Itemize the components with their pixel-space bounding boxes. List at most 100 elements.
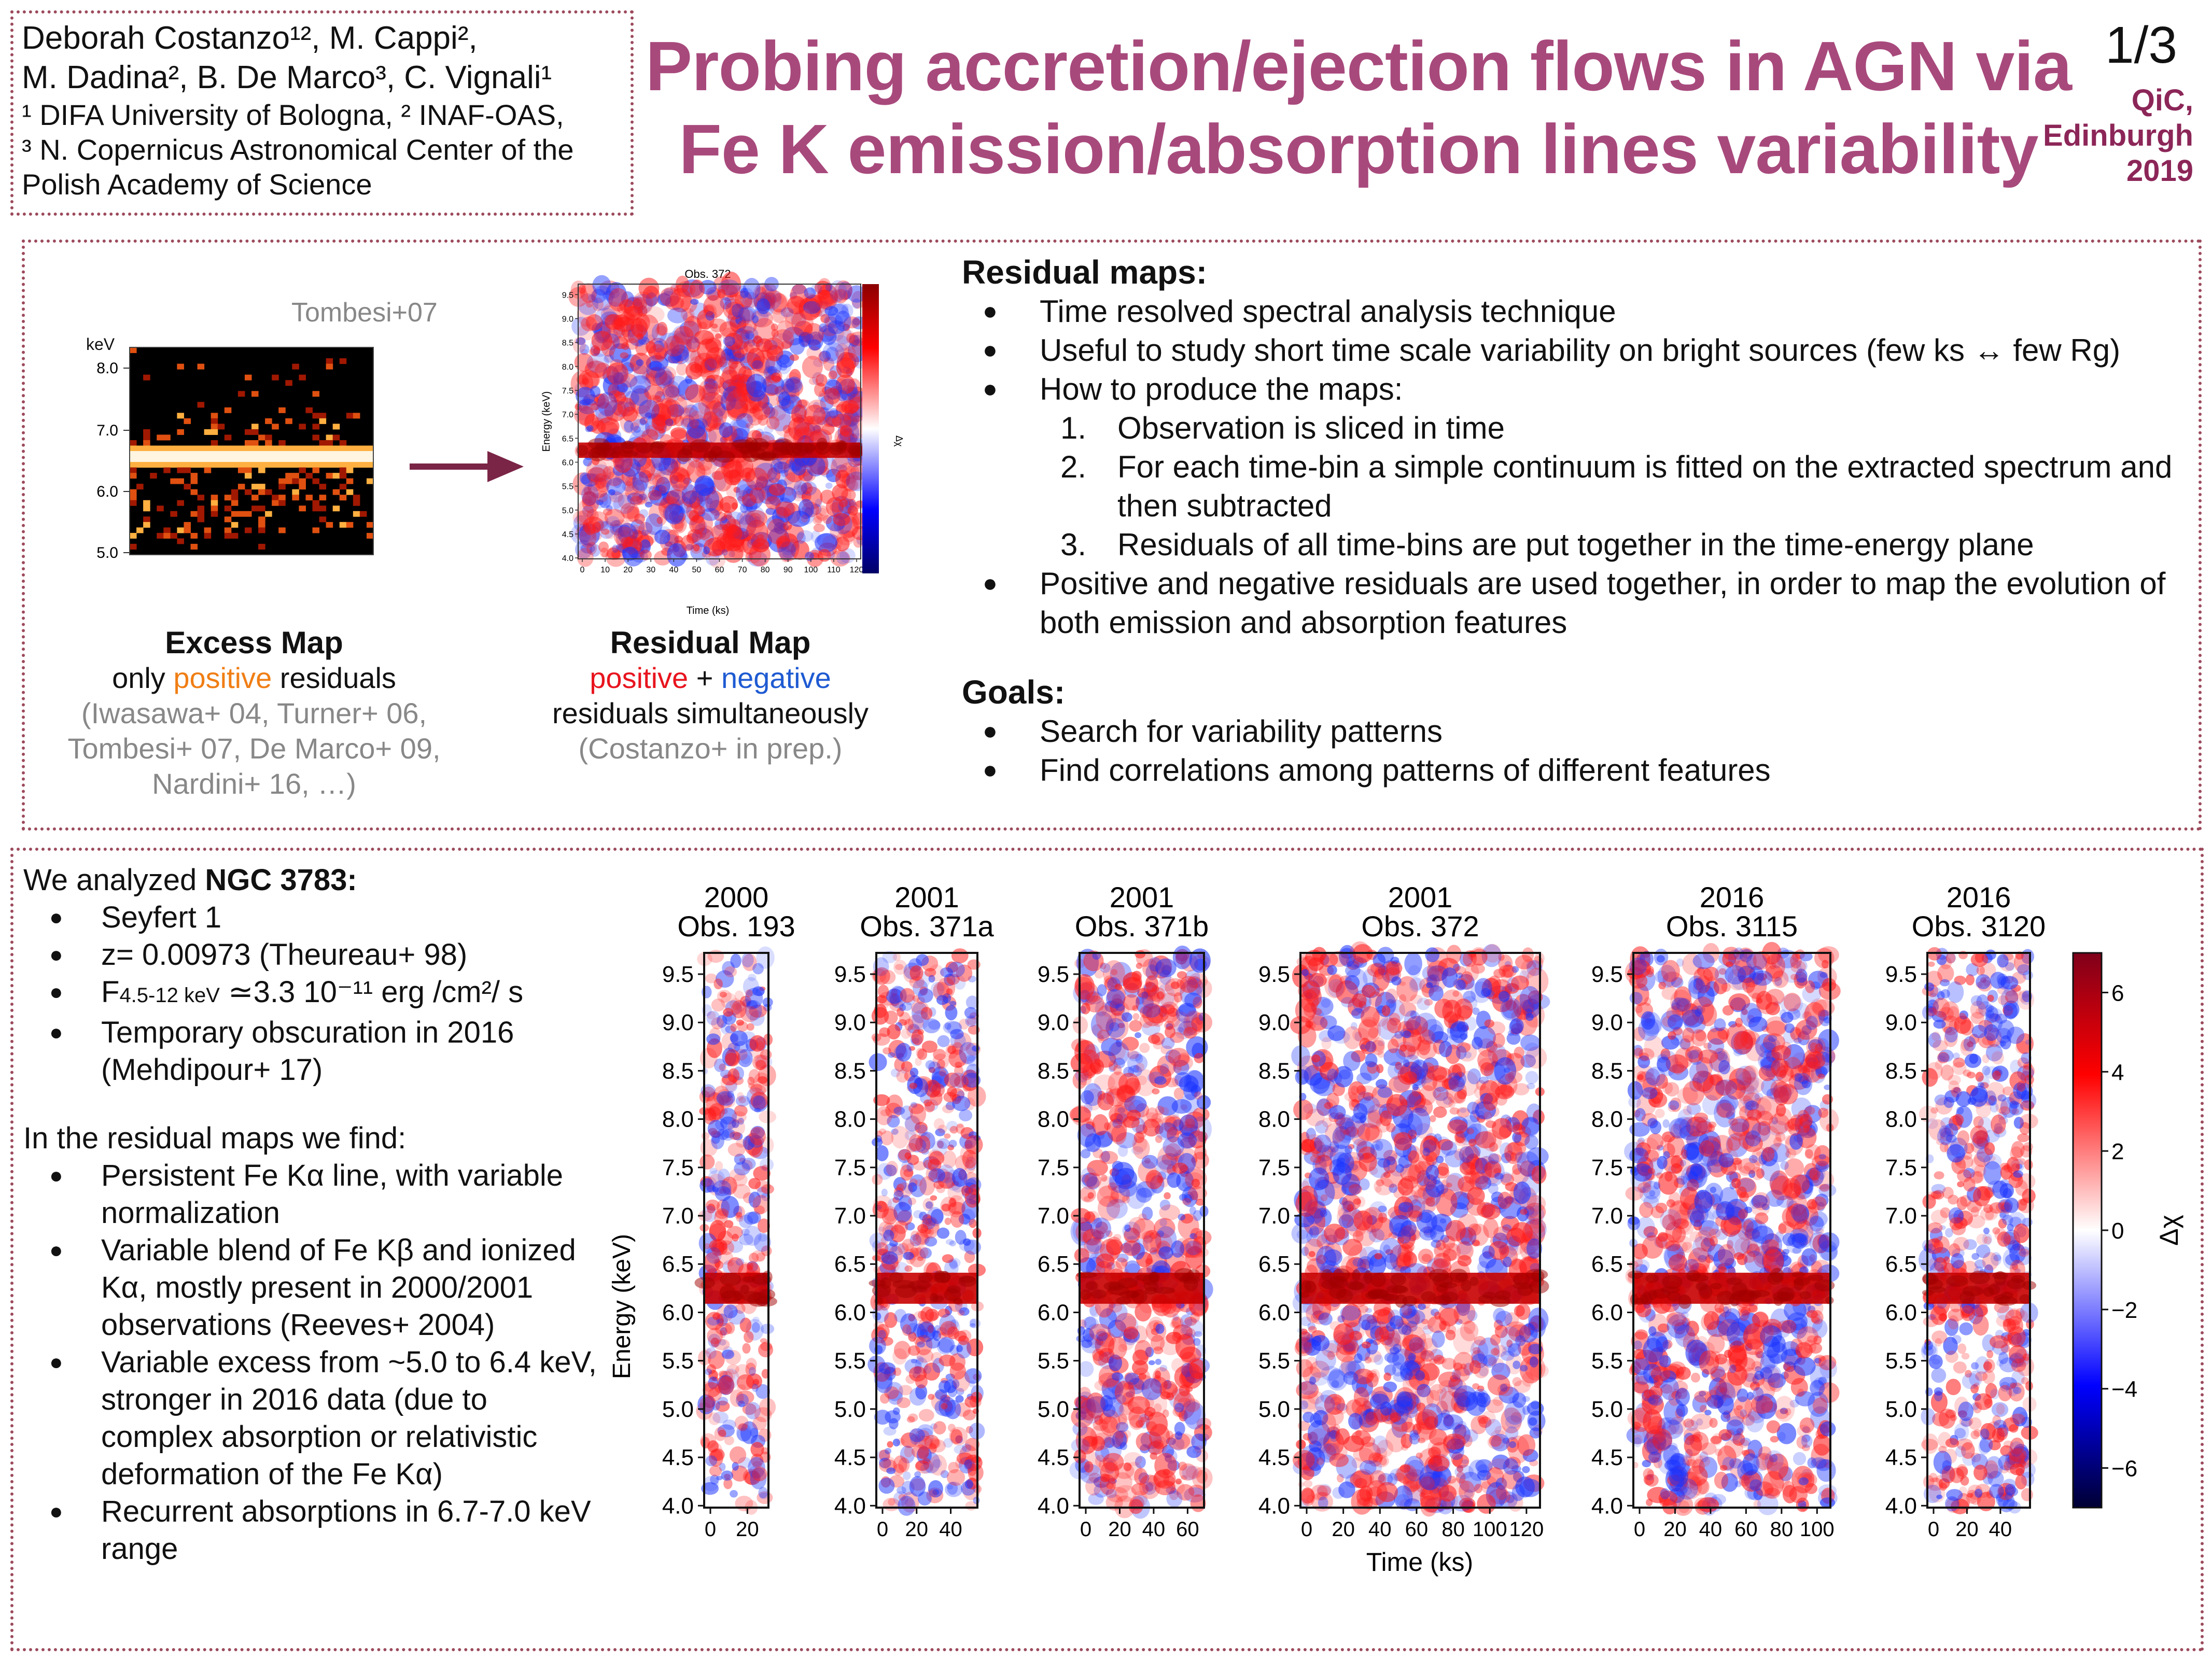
tick-label: 8.0: [834, 1107, 866, 1132]
excess-map-ref: Tombesi+ 07, De Marco+ 09,: [67, 732, 441, 765]
residual-map-ref: (Costanzo+ in prep.): [578, 732, 843, 765]
tick-label: 9.5: [1885, 962, 1917, 987]
author-block: Deborah Costanzo¹², M. Cappi², M. Dadina…: [10, 10, 634, 216]
panel-obs: Obs. 371a: [860, 910, 994, 943]
tick-label: 4.5: [834, 1445, 866, 1470]
tick-label: 5.5: [662, 1348, 694, 1374]
tick-label: 4.0: [1258, 1493, 1290, 1519]
list-item: Temporary obscuration in 2016 (Mehdipour…: [23, 1014, 604, 1089]
list-item: F4.5-12 keV ≃3.3 10⁻¹¹ erg /cm²/ s: [23, 974, 604, 1014]
tick-label: 4: [2111, 1060, 2124, 1085]
tick-label: 4.5: [1258, 1445, 1290, 1470]
panel-obs: Obs. 3120: [1912, 910, 2046, 943]
tick-label: 8.0: [96, 360, 118, 377]
tick-label: −4: [2111, 1377, 2137, 1402]
ngc-text: We analyzed NGC 3783: Seyfert 1 z= 0.009…: [23, 862, 604, 1568]
tick-label: 5.0: [96, 544, 118, 561]
tick-label: 20: [905, 1518, 929, 1541]
affiliation-line: Polish Academy of Science: [22, 168, 372, 201]
page-number: 1/3: [2105, 16, 2178, 74]
tick-label: 8.0: [662, 1107, 694, 1132]
tick-label: 0: [1301, 1518, 1312, 1541]
list-item: Search for variability patterns: [962, 712, 2186, 751]
method-section: [22, 240, 2202, 831]
tick-label: 9.5: [1591, 962, 1623, 987]
tick-label: 7.0: [1258, 1203, 1290, 1229]
results-section: [10, 848, 2204, 1651]
tick-label: 20: [1663, 1518, 1687, 1541]
tick-label: 9.5: [562, 291, 573, 300]
excess-map-ref: Nardini+ 16, …): [152, 767, 356, 800]
panel-obs: Obs. 193: [677, 910, 795, 943]
tick-label: 4.5: [562, 530, 573, 539]
excess-map-yticks: 8.0 7.0 6.0 5.0: [96, 360, 130, 561]
residual-maps-text: Residual maps: Time resolved spectral an…: [962, 253, 2186, 790]
tick-label: 7.0: [562, 411, 573, 419]
list-item: Positive and negative residuals are used…: [962, 564, 2186, 642]
panel-residuals: [1919, 947, 2038, 1514]
tick-label: 5.0: [562, 507, 573, 515]
residual-map-caption: Residual Map positive + negative residua…: [519, 625, 902, 766]
tick-label: 20: [1955, 1518, 1979, 1541]
tick-label: 4.0: [834, 1493, 866, 1519]
tick-label: 6.5: [562, 434, 573, 443]
tick-label: 8.0: [562, 363, 573, 372]
tick-label: 8.5: [834, 1058, 866, 1084]
tick-label: 6: [2111, 980, 2124, 1006]
panel-year: 2001: [1110, 881, 1174, 913]
tick-label: 0: [1928, 1518, 1939, 1541]
tick-label: 0: [1080, 1518, 1091, 1541]
excess-map-cells: [130, 347, 374, 550]
tick-label: 110: [827, 566, 841, 574]
tick-label: 8.5: [1038, 1058, 1069, 1084]
panel-year: 2016: [1947, 881, 2011, 913]
excess-map-unit: keV: [86, 335, 115, 354]
list-item: Variable blend of Fe Kβ and ionized Kα, …: [23, 1232, 604, 1344]
tick-label: 40: [939, 1518, 962, 1541]
panel-year: 2000: [704, 881, 769, 913]
tick-label: 5.0: [1591, 1397, 1623, 1422]
tick-label: 20: [623, 566, 633, 574]
tick-label: 9.0: [562, 315, 573, 324]
panel-frame: [703, 952, 769, 1509]
tick-label: 7.0: [1591, 1203, 1623, 1229]
tick-label: 5.0: [1038, 1397, 1069, 1422]
tick-label: 0: [580, 566, 585, 574]
arrow-icon: [410, 451, 524, 482]
tick-label: 5.5: [1591, 1348, 1623, 1374]
excess-map-caption: Excess Map only positive residuals (Iwas…: [57, 625, 451, 802]
tick-label: 40: [669, 566, 678, 574]
panels-xlabel: Time (ks): [1366, 1548, 1473, 1577]
tick-label: 0: [877, 1518, 888, 1541]
excess-map-citation: Tombesi+07: [291, 298, 438, 328]
venue-line: QiC,: [2131, 83, 2193, 117]
tick-label: 9.5: [1258, 962, 1290, 987]
findings-heading: In the residual maps we find:: [23, 1121, 407, 1155]
venue-line: 2019: [2126, 154, 2193, 188]
tick-label: 7.0: [662, 1203, 694, 1229]
tick-label: 20: [1332, 1518, 1355, 1541]
tick-label: 9.0: [1038, 1010, 1069, 1035]
tick-label: 9.0: [1258, 1010, 1290, 1035]
panel-residuals: [694, 946, 777, 1515]
tick-label: 4.0: [1038, 1493, 1069, 1519]
panel-residuals: [1069, 945, 1213, 1519]
residual-map-cbar-label: Δχ: [894, 435, 904, 447]
tick-label: 6.0: [834, 1300, 866, 1325]
poster-title: Probing accretion/ejection flows in AGN …: [638, 25, 2079, 191]
tick-label: 4.5: [662, 1445, 694, 1470]
tick-label: 7.5: [1258, 1155, 1290, 1180]
tick-label: 50: [692, 566, 702, 574]
residual-map-caption-line: residuals simultaneously: [552, 697, 869, 729]
tick-label: 9.5: [834, 962, 866, 987]
tick-label: 70: [738, 566, 747, 574]
panel-frame: [1632, 952, 1831, 1509]
tick-label: 2: [2111, 1139, 2124, 1164]
tick-label: 6.5: [662, 1252, 694, 1277]
tick-label: 7.5: [662, 1155, 694, 1180]
tick-label: 7.5: [562, 387, 573, 396]
panel-year: 2001: [894, 881, 959, 913]
tick-label: 4.0: [1885, 1493, 1917, 1519]
